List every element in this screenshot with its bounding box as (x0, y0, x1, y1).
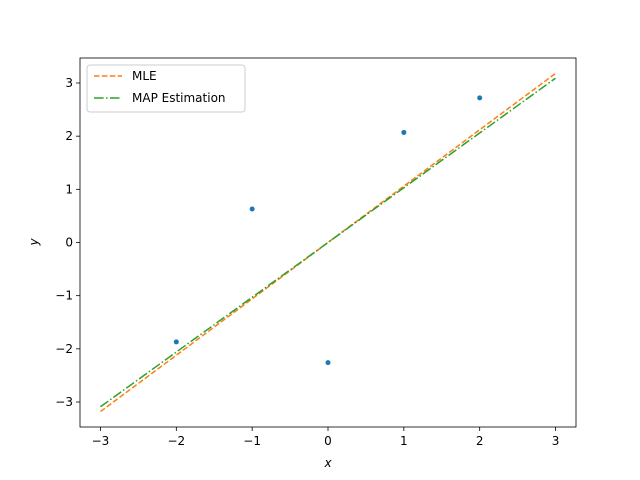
data-point (249, 206, 255, 212)
legend: MLE MAP Estimation (86, 64, 246, 113)
legend-label-map: MAP Estimation (132, 91, 226, 105)
y-tick-label: −1 (55, 289, 73, 303)
y-tick-label: −3 (55, 395, 73, 409)
y-tick-label: 3 (65, 76, 73, 90)
plot-area (80, 58, 576, 427)
y-tick-label: 1 (65, 182, 73, 196)
data-point (477, 95, 483, 101)
y-tick-label: 0 (65, 236, 73, 250)
legend-label-mle: MLE (132, 69, 157, 83)
y-axis-label: y (27, 238, 41, 247)
legend-box (86, 64, 246, 113)
data-point (173, 339, 179, 345)
series-line-map (100, 77, 556, 408)
x-tick-label: 3 (552, 434, 560, 448)
data-point (325, 360, 331, 366)
x-tick-label: 2 (476, 434, 484, 448)
x-tick-label: 0 (324, 434, 332, 448)
x-axis-label: x (323, 456, 332, 470)
data-point (401, 129, 407, 135)
y-tick-label: −2 (55, 342, 73, 356)
y-tick-label: 2 (65, 129, 73, 143)
x-tick-label: 1 (400, 434, 408, 448)
x-tick-label: −1 (243, 434, 261, 448)
x-tick-label: −2 (167, 434, 185, 448)
x-tick-label: −3 (92, 434, 110, 448)
